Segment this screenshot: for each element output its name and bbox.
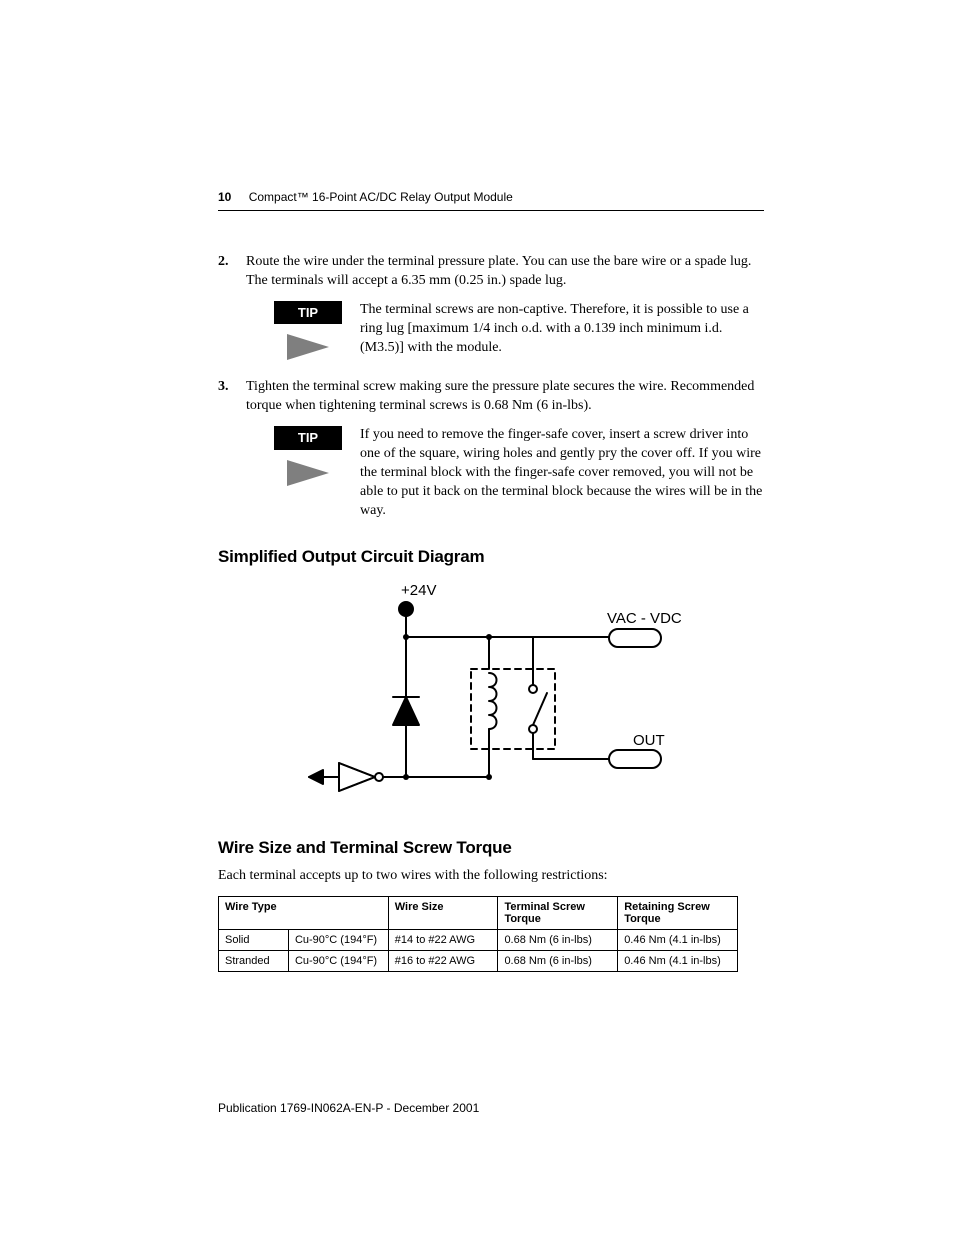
cell: Solid bbox=[219, 929, 289, 950]
running-head-rule bbox=[218, 210, 764, 211]
circuit-diagram: +24V bbox=[218, 577, 764, 812]
table-header-row: Wire Type Wire Size Terminal Screw Torqu… bbox=[219, 896, 738, 929]
step-number: 2. bbox=[218, 253, 229, 272]
tip-block-1: TIP The terminal screws are non-captive.… bbox=[274, 301, 764, 363]
step-text: Route the wire under the terminal pressu… bbox=[246, 254, 751, 288]
cell: 0.46 Nm (4.1 in-lbs) bbox=[618, 929, 738, 950]
label-out: OUT bbox=[633, 732, 665, 749]
section-heading-circuit: Simplified Output Circuit Diagram bbox=[218, 547, 764, 567]
label-24v: +24V bbox=[401, 582, 436, 599]
circuit-svg: +24V bbox=[301, 577, 681, 807]
wire-spec-table: Wire Type Wire Size Terminal Screw Torqu… bbox=[218, 896, 738, 972]
th-terminal-torque: Terminal Screw Torque bbox=[498, 896, 618, 929]
tip-label: TIP bbox=[274, 426, 342, 450]
tip-badge: TIP bbox=[274, 426, 342, 488]
th-retaining-torque: Retaining Screw Torque bbox=[618, 896, 738, 929]
step-3: 3. Tighten the terminal screw making sur… bbox=[218, 378, 764, 520]
cell: Cu-90°C (194°F) bbox=[288, 950, 388, 971]
tip-text: The terminal screws are non-captive. The… bbox=[360, 301, 764, 358]
step-2: 2. Route the wire under the terminal pre… bbox=[218, 253, 764, 362]
th-wire-size: Wire Size bbox=[388, 896, 498, 929]
th-wire-type: Wire Type bbox=[219, 896, 389, 929]
running-title: Compact™ 16-Point AC/DC Relay Output Mod… bbox=[249, 190, 513, 204]
page-body: 10 Compact™ 16-Point AC/DC Relay Output … bbox=[0, 0, 954, 972]
tip-triangle-icon bbox=[285, 458, 331, 488]
table-row: Solid Cu-90°C (194°F) #14 to #22 AWG 0.6… bbox=[219, 929, 738, 950]
step-text: Tighten the terminal screw making sure t… bbox=[246, 379, 754, 413]
cell: 0.46 Nm (4.1 in-lbs) bbox=[618, 950, 738, 971]
cell: #16 to #22 AWG bbox=[388, 950, 498, 971]
cell: 0.68 Nm (6 in-lbs) bbox=[498, 929, 618, 950]
step-number: 3. bbox=[218, 378, 229, 397]
cell: Cu-90°C (194°F) bbox=[288, 929, 388, 950]
section-heading-wiresize: Wire Size and Terminal Screw Torque bbox=[218, 838, 764, 858]
cell: Stranded bbox=[219, 950, 289, 971]
cell: #14 to #22 AWG bbox=[388, 929, 498, 950]
page-number: 10 bbox=[218, 190, 231, 204]
tip-block-2: TIP If you need to remove the finger-saf… bbox=[274, 426, 764, 520]
tip-badge: TIP bbox=[274, 301, 342, 363]
section2-intro: Each terminal accepts up to two wires wi… bbox=[218, 868, 764, 884]
cell: 0.68 Nm (6 in-lbs) bbox=[498, 950, 618, 971]
table-row: Stranded Cu-90°C (194°F) #16 to #22 AWG … bbox=[219, 950, 738, 971]
running-head: 10 Compact™ 16-Point AC/DC Relay Output … bbox=[218, 190, 764, 204]
tip-label: TIP bbox=[274, 301, 342, 325]
publication-footer: Publication 1769-IN062A-EN-P - December … bbox=[218, 1101, 479, 1115]
tip-text: If you need to remove the finger-safe co… bbox=[360, 426, 764, 520]
label-vac-vdc: VAC - VDC bbox=[607, 610, 681, 627]
tip-triangle-icon bbox=[285, 332, 331, 362]
step-list: 2. Route the wire under the terminal pre… bbox=[218, 253, 764, 521]
